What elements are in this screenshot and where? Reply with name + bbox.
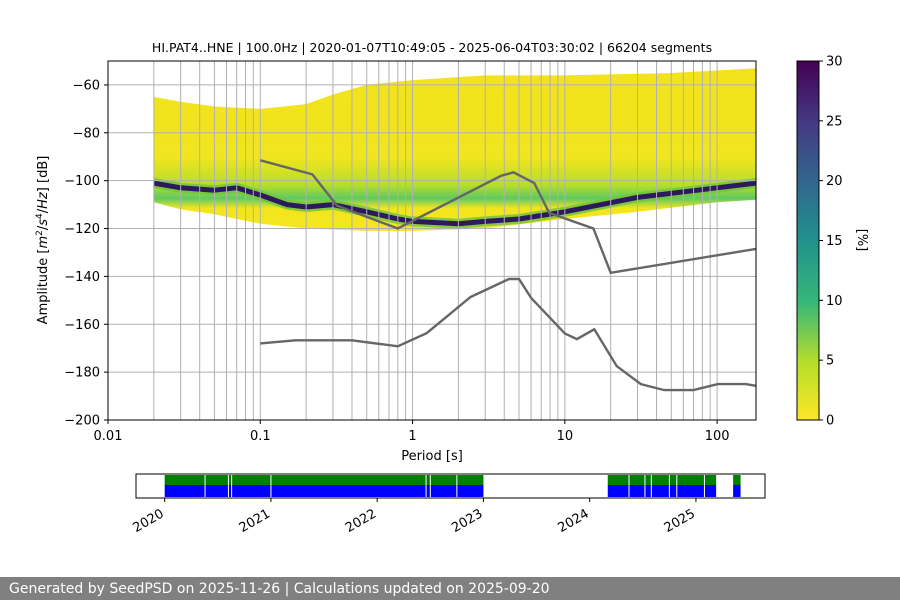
vertical-gridlines bbox=[108, 61, 718, 420]
footer-bar: Generated by SeedPSD on 2025-11-26 | Cal… bbox=[0, 577, 900, 600]
footer-text: Generated by SeedPSD on 2025-11-26 | Cal… bbox=[9, 581, 550, 597]
y-axis-label-part: Hz bbox=[36, 191, 51, 209]
chart-title: HI.PAT4..HNE | 100.0Hz | 2020-01-07T10:4… bbox=[152, 40, 712, 55]
availability-axis-ticks: 2020 2021 2022 2023 2024 2025 bbox=[131, 498, 698, 536]
y-axis-label-part: Amplitude [ bbox=[36, 249, 51, 325]
availability-bar bbox=[164, 475, 741, 497]
colorbar-label: [%] bbox=[854, 229, 869, 252]
y-tick-label: −80 bbox=[73, 126, 100, 141]
psd-plot-area bbox=[108, 61, 756, 420]
y-axis-label-part: s bbox=[36, 219, 51, 226]
colorbar-tick-label: 5 bbox=[826, 354, 834, 369]
y-tick-label: −140 bbox=[64, 270, 100, 285]
x-axis-label: Period [s] bbox=[401, 449, 463, 464]
availability-tick-label: 2025 bbox=[662, 506, 698, 536]
y-axis-ticks: −60 −80 −100 −120 −140 −160 −180 −200 bbox=[64, 78, 108, 429]
x-tick-label: 0.01 bbox=[94, 429, 123, 444]
y-tick-label: −160 bbox=[64, 318, 100, 333]
plot-frame bbox=[107, 60, 757, 421]
availability-tick-label: 2023 bbox=[449, 506, 485, 536]
y-axis-label-part: 2 bbox=[35, 230, 45, 236]
noise-model-low bbox=[260, 277, 756, 392]
psd-density-band bbox=[153, 68, 756, 231]
x-tick-label: 1 bbox=[408, 429, 416, 444]
y-axis-label-part: ] [dB] bbox=[36, 156, 51, 193]
colorbar-tick-label: 30 bbox=[826, 55, 843, 70]
availability-span-secondary bbox=[607, 485, 717, 497]
availability-tick-label: 2021 bbox=[237, 506, 273, 536]
y-tick-label: −60 bbox=[73, 78, 100, 93]
colorbar-tick-label: 10 bbox=[826, 294, 843, 309]
y-axis-label-part: m bbox=[36, 236, 51, 249]
colorbar-tick-label: 15 bbox=[826, 234, 843, 249]
availability-span-secondary bbox=[733, 485, 741, 497]
availability-span-primary bbox=[164, 475, 484, 485]
availability-span-secondary bbox=[164, 485, 484, 497]
availability-tick-label: 2024 bbox=[556, 506, 592, 536]
psd-mode-line bbox=[153, 180, 756, 227]
y-tick-label: −180 bbox=[64, 366, 100, 381]
colorbar-tick-label: 25 bbox=[826, 114, 843, 129]
colorbar-ticks: 0 5 10 15 20 25 30 bbox=[819, 55, 843, 429]
colorbar bbox=[796, 60, 820, 421]
availability-frame bbox=[135, 473, 766, 499]
availability-tick-label: 2020 bbox=[131, 506, 167, 536]
horizontal-gridlines bbox=[108, 84, 756, 420]
y-axis-label-part: / bbox=[36, 208, 51, 213]
availability-span-primary bbox=[733, 475, 741, 485]
availability-tick-label: 2022 bbox=[343, 506, 379, 536]
y-axis-label: Amplitude [m2/s4/Hz] [dB] bbox=[35, 156, 51, 325]
y-tick-label: −200 bbox=[64, 414, 100, 429]
y-tick-label: −100 bbox=[64, 174, 100, 189]
availability-span-primary bbox=[607, 475, 717, 485]
y-tick-label: −120 bbox=[64, 222, 100, 237]
y-axis-label-part: / bbox=[36, 225, 51, 230]
colorbar-tick-label: 20 bbox=[826, 174, 843, 189]
x-tick-label: 0.1 bbox=[250, 429, 271, 444]
colorbar-tick-label: 0 bbox=[826, 414, 834, 429]
x-tick-label: 10 bbox=[557, 429, 574, 444]
x-tick-label: 100 bbox=[705, 429, 730, 444]
y-axis-label-part: 4 bbox=[35, 213, 45, 219]
noise-model-high bbox=[259, 159, 756, 275]
x-axis-ticks: 0.01 0.1 1 10 100 bbox=[94, 420, 730, 444]
